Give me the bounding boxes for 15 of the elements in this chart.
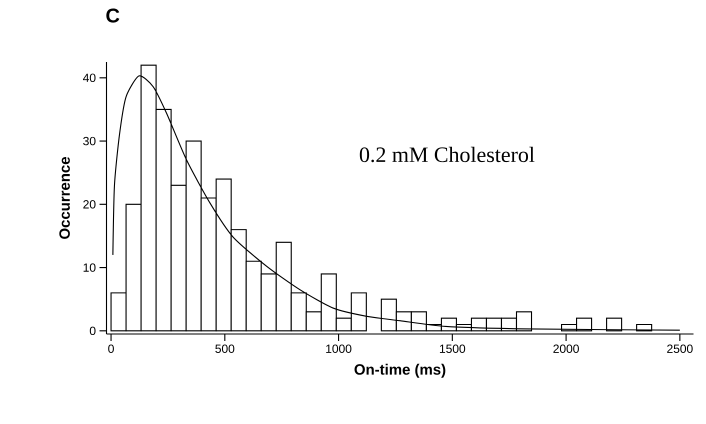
x-tick-label: 500 [215,344,234,353]
y-tick-label: 40 [82,74,96,82]
x-tick-label: 2000 [553,344,579,353]
y-tick-label: 20 [83,200,96,209]
y-tick-label: 30 [83,136,96,146]
annotation: 0.2 mM Cholesterol [360,146,535,162]
x-tick-label: 2500 [667,344,693,353]
y-tick-label: 10 [84,263,96,272]
chart-title: C [106,8,120,23]
x-tick-label: 1500 [440,344,466,353]
x-tick-label: 1000 [326,344,352,353]
x-axis-title: On-time (ms) [354,364,446,378]
x-tick-label: 0 [108,344,114,353]
y-axis-title: Occurrence [59,156,70,239]
y-tick-label: 0 [90,326,96,336]
